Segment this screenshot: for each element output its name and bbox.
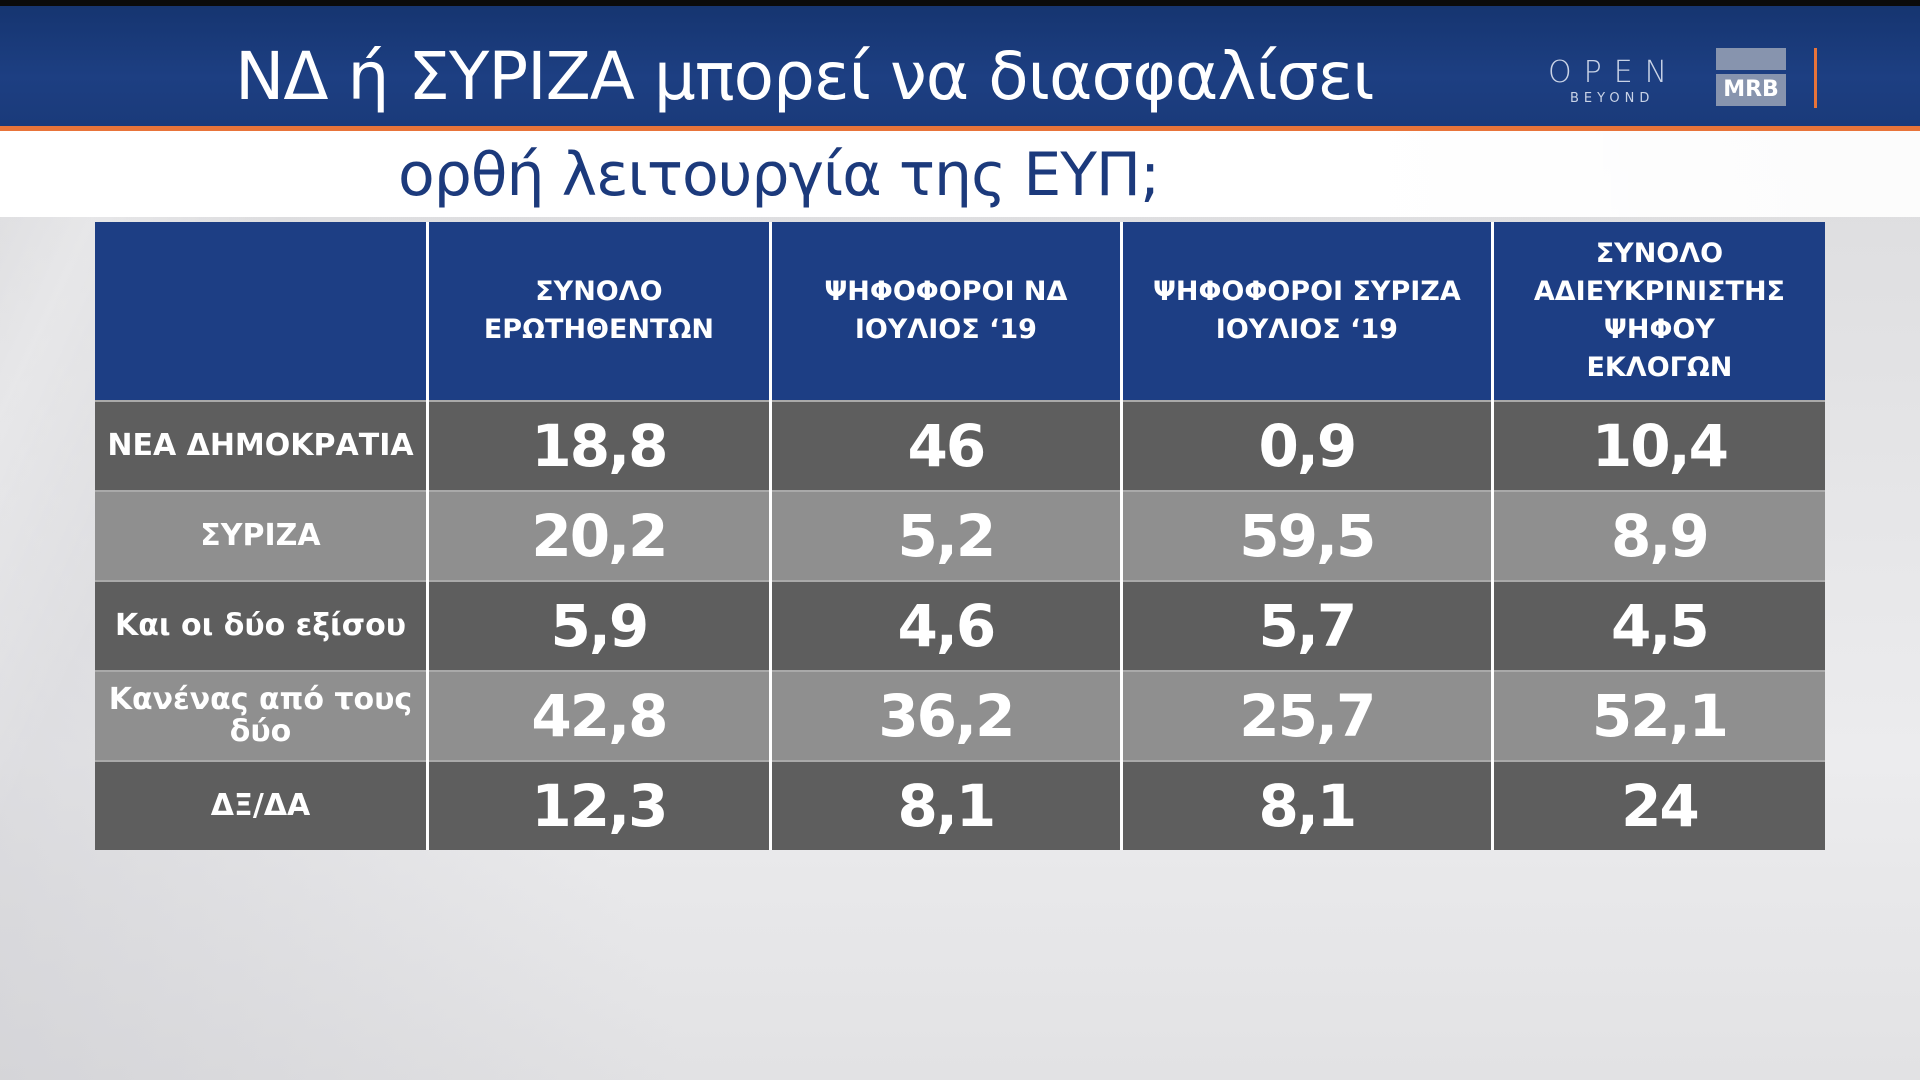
table-row: ΝΕΑ ΔΗΜΟΚΡΑΤΙΑ 18,8 46 0,9 10,4 xyxy=(95,400,1825,491)
cell-value: 4,6 xyxy=(770,580,1123,671)
row-label: ΝΕΑ ΔΗΜΟΚΡΑΤΙΑ xyxy=(95,400,429,491)
column-header: ΣΥΝΟΛΟ ΕΡΩΤΗΘΕΝΤΩΝ xyxy=(427,222,772,401)
cell-value: 5,9 xyxy=(427,580,772,671)
cell-value: 10,4 xyxy=(1492,400,1825,491)
mrb-logo: MRB xyxy=(1716,48,1786,106)
cell-value: 5,2 xyxy=(770,490,1123,581)
table-header-row: ΣΥΝΟΛΟ ΕΡΩΤΗΘΕΝΤΩΝ ΨΗΦΟΦΟΡΟΙ ΝΔ ΙΟΥΛΙΟΣ … xyxy=(95,222,1825,401)
cell-value: 42,8 xyxy=(427,670,772,761)
column-header xyxy=(95,222,429,401)
row-label: ΣΥΡΙΖΑ xyxy=(95,490,429,581)
row-label: Κανένας από τους δύο xyxy=(95,670,429,761)
cell-value: 25,7 xyxy=(1121,670,1494,761)
cell-value: 4,5 xyxy=(1492,580,1825,671)
title-banner xyxy=(0,0,1920,128)
logo-separator xyxy=(1814,48,1817,108)
cell-value: 20,2 xyxy=(427,490,772,581)
cell-value: 46 xyxy=(770,400,1123,491)
mrb-logo-text: MRB xyxy=(1716,74,1786,106)
table-row: Και οι δύο εξίσου 5,9 4,6 5,7 4,5 xyxy=(95,580,1825,671)
cell-value: 8,1 xyxy=(1121,760,1494,850)
subtitle-band xyxy=(0,131,1920,217)
open-logo-tagline: BEYOND xyxy=(1570,91,1655,106)
column-header: ΨΗΦΟΦΟΡΟΙ ΝΔ ΙΟΥΛΙΟΣ ‘19 xyxy=(770,222,1123,401)
accent-line xyxy=(0,126,1920,131)
column-header: ΨΗΦΟΦΟΡΟΙ ΣΥΡΙΖΑ ΙΟΥΛΙΟΣ ‘19 xyxy=(1121,222,1494,401)
title-line-1: ΝΔ ή ΣΥΡΙΖΑ μπορεί να διασφαλίσει xyxy=(235,38,1375,115)
cell-value: 12,3 xyxy=(427,760,772,850)
row-label: Και οι δύο εξίσου xyxy=(95,580,429,671)
row-label: ΔΞ/ΔΑ xyxy=(95,760,429,850)
cell-value: 24 xyxy=(1492,760,1825,850)
top-edge xyxy=(0,0,1920,6)
title-line-2: ορθή λειτουργία της ΕΥΠ; xyxy=(398,140,1160,210)
cell-value: 8,9 xyxy=(1492,490,1825,581)
table-row: ΔΞ/ΔΑ 12,3 8,1 8,1 24 xyxy=(95,760,1825,850)
table-row: Κανένας από τους δύο 42,8 36,2 25,7 52,1 xyxy=(95,670,1825,761)
poll-table: ΣΥΝΟΛΟ ΕΡΩΤΗΘΕΝΤΩΝ ΨΗΦΟΦΟΡΟΙ ΝΔ ΙΟΥΛΙΟΣ … xyxy=(95,222,1825,850)
cell-value: 18,8 xyxy=(427,400,772,491)
cell-value: 8,1 xyxy=(770,760,1123,850)
cell-value: 52,1 xyxy=(1492,670,1825,761)
cell-value: 59,5 xyxy=(1121,490,1494,581)
open-logo: OPEN xyxy=(1548,55,1680,90)
cell-value: 0,9 xyxy=(1121,400,1494,491)
cell-value: 5,7 xyxy=(1121,580,1494,671)
cell-value: 36,2 xyxy=(770,670,1123,761)
column-header: ΣΥΝΟΛΟ ΑΔΙΕΥΚΡΙΝΙΣΤΗΣ ΨΗΦΟΥ ΕΚΛΟΓΩΝ xyxy=(1492,222,1825,401)
table-row: ΣΥΡΙΖΑ 20,2 5,2 59,5 8,9 xyxy=(95,490,1825,581)
